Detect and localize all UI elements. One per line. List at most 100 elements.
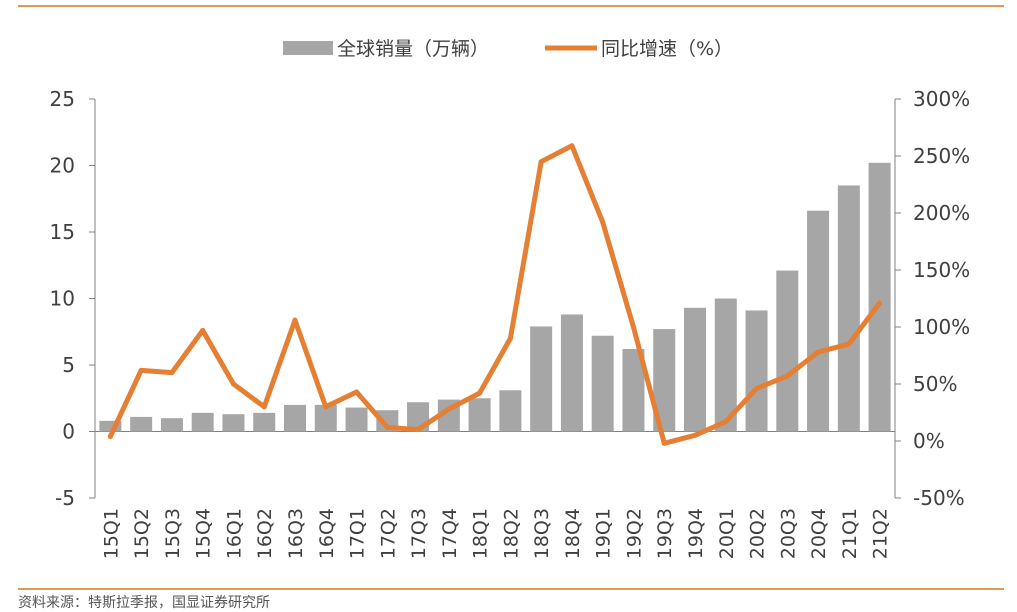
sales-bar-21q2 (868, 162, 891, 432)
growth-point-20q1 (723, 419, 729, 425)
growth-point-16q4 (323, 404, 329, 410)
bottom-rule (18, 588, 1004, 590)
sales-bar-19q4 (684, 307, 706, 432)
y-right-tick-label: 300% (913, 87, 970, 111)
sales-bar-18q4 (560, 314, 583, 432)
sales-bar-20q1 (714, 298, 737, 432)
x-tick-label-16q2: 16Q2 (254, 508, 276, 559)
growth-point-20q4 (815, 349, 821, 355)
sales-bar-19q1 (591, 335, 614, 432)
x-axis-labels: 15Q1 15Q2 15Q3 15Q4 16Q1 16Q2 16Q3 16Q4 17Q1 17Q2… (100, 508, 891, 559)
sales-bar-15q2 (130, 416, 153, 432)
x-tick-label-19q3: 19Q3 (654, 508, 676, 559)
y-left-tick-label: -5 (55, 486, 75, 510)
sales-bar-15q1 (99, 420, 122, 432)
x-tick-label-19q4: 19Q4 (685, 508, 707, 559)
x-tick-label-18q2: 18Q2 (500, 508, 522, 559)
growth-point-17q3 (415, 427, 421, 433)
sales-bar-15q4 (191, 412, 214, 432)
x-tick-label-18q1: 18Q1 (470, 508, 492, 559)
x-tick-label-21q1: 21Q1 (839, 508, 861, 559)
sales-bar-18q2 (499, 390, 522, 432)
sales-bar-16q4 (314, 404, 337, 432)
sales-bar-19q2 (622, 349, 645, 432)
sales-bar-16q3 (284, 404, 306, 432)
y-left-tick-label: 25 (50, 87, 75, 111)
legend-line-label: 同比增速（%） (601, 38, 733, 60)
y-left-tick-label: 0 (62, 420, 75, 444)
growth-line-series (107, 143, 883, 446)
growth-point-19q3 (661, 440, 667, 446)
y-right-tick-label: 50% (913, 372, 957, 396)
growth-point-16q3 (292, 317, 298, 323)
growth-point-18q1 (477, 390, 483, 396)
legend: 全球销量（万辆） 同比增速（%） (283, 38, 733, 60)
growth-point-19q1 (600, 219, 606, 225)
axes: -5 0 5 10 15 20 25 -50% 0% 50% 100% 150% 200% 250% 300… (50, 87, 971, 510)
growth-point-15q3 (169, 370, 175, 376)
x-tick-label-17q3: 17Q3 (408, 508, 430, 559)
sales-bar-20q2 (745, 310, 768, 432)
x-tick-label-18q3: 18Q3 (531, 508, 553, 559)
sales-growth-chart: 全球销量（万辆） 同比增速（%） -5 0 5 10 15 20 25 -50% 0% 50% 10… (50, 38, 971, 559)
x-tick-label-19q2: 19Q2 (623, 508, 645, 559)
y-right-tick-label: 0% (913, 429, 945, 453)
x-tick-label-15q3: 15Q3 (162, 508, 184, 559)
growth-point-15q1 (107, 433, 113, 439)
growth-point-17q1 (354, 389, 360, 395)
sales-bar-20q3 (776, 270, 799, 432)
y-right-tick-label: 250% (913, 144, 970, 168)
growth-point-15q2 (138, 367, 144, 373)
x-tick-label-17q4: 17Q4 (439, 508, 461, 559)
y-left-tick-label: 10 (50, 287, 75, 311)
growth-point-18q4 (569, 143, 575, 149)
sales-bar-16q2 (253, 412, 276, 432)
growth-point-17q4 (446, 406, 452, 412)
x-tick-label-17q1: 17Q1 (347, 508, 369, 559)
sales-bar-21q1 (837, 185, 860, 432)
growth-point-18q3 (538, 159, 544, 165)
growth-point-15q4 (200, 327, 206, 333)
y-left-tick-label: 5 (62, 353, 75, 377)
growth-line (107, 143, 883, 446)
sales-bar-15q3 (160, 418, 183, 432)
bars (99, 162, 891, 432)
growth-point-19q4 (692, 432, 698, 438)
x-tick-label-20q4: 20Q4 (808, 508, 830, 559)
x-tick-label-20q1: 20Q1 (716, 508, 738, 559)
growth-point-21q1 (846, 341, 852, 347)
y-right-tick-label: 150% (913, 258, 970, 282)
legend-bar-label: 全球销量（万辆） (337, 38, 489, 60)
growth-point-16q1 (230, 381, 236, 387)
sales-bar-16q1 (222, 414, 245, 432)
x-tick-label-15q2: 15Q2 (131, 508, 153, 559)
growth-point-19q2 (630, 324, 636, 330)
y-right-tick-label: -50% (913, 486, 965, 510)
x-tick-label-15q1: 15Q1 (100, 508, 122, 559)
x-tick-label-20q3: 20Q3 (777, 508, 799, 559)
sales-bar-18q1 (468, 398, 491, 432)
x-tick-label-15q4: 15Q4 (193, 508, 215, 559)
sales-bar-17q1 (345, 407, 368, 432)
x-tick-label-19q1: 19Q1 (593, 508, 615, 559)
growth-point-20q2 (754, 386, 760, 392)
x-tick-label-16q3: 16Q3 (285, 508, 307, 559)
x-tick-label-21q2: 21Q2 (870, 508, 892, 559)
x-tick-label-17q2: 17Q2 (377, 508, 399, 559)
x-tick-label-16q1: 16Q1 (223, 508, 245, 559)
growth-point-18q2 (507, 335, 513, 341)
y-left-tick-label: 15 (50, 220, 75, 244)
legend-bar-swatch (283, 41, 333, 55)
growth-point-17q2 (384, 424, 390, 430)
y-right-tick-label: 100% (913, 315, 970, 339)
growth-point-21q2 (877, 300, 883, 306)
growth-point-20q3 (784, 373, 790, 379)
source-note: 资料来源：特斯拉季报，国显证券研究所 (18, 595, 270, 611)
growth-point-16q2 (261, 404, 267, 410)
sales-bar-19q3 (653, 329, 676, 432)
x-tick-label-20q2: 20Q2 (747, 508, 769, 559)
y-right-tick-label: 200% (913, 201, 970, 225)
sales-bar-18q3 (530, 326, 553, 432)
y-left-tick-label: 20 (50, 154, 75, 178)
top-rule (18, 5, 1004, 7)
